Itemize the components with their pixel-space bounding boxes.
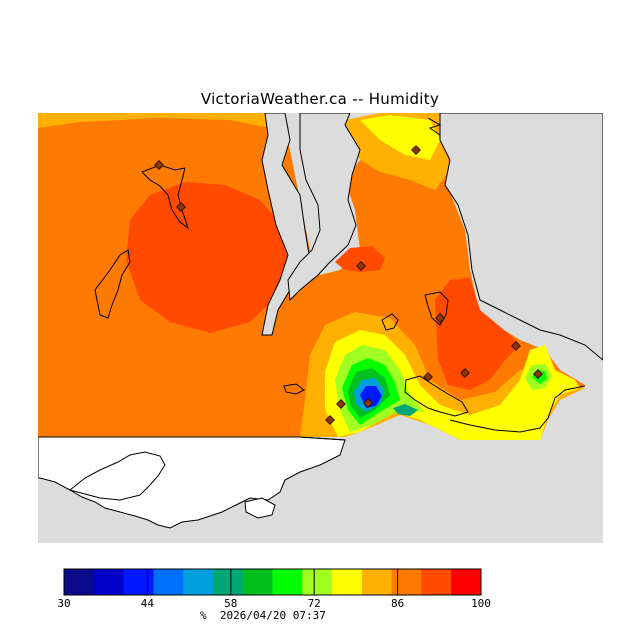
colorbar-segment (451, 569, 482, 595)
colorbar-segment (242, 569, 273, 595)
colorbar-segment (302, 569, 333, 595)
station-8[interactable] (423, 372, 433, 382)
station-6[interactable] (511, 341, 521, 351)
colorbar-segment (183, 569, 214, 595)
map-frame (38, 113, 603, 543)
station-11[interactable] (325, 415, 335, 425)
strait-west (261, 113, 311, 336)
colorbar-segment (64, 569, 95, 595)
colorbar-segment (93, 569, 125, 595)
field-high-east (435, 278, 520, 390)
station-10[interactable] (336, 399, 346, 409)
field-mid-nw (38, 113, 290, 140)
island-3 (424, 291, 449, 326)
field-teal-inlet (393, 404, 418, 416)
colorbar-segment (212, 569, 244, 595)
coast-southeast (449, 385, 586, 433)
station-5[interactable] (435, 313, 445, 323)
station-7[interactable] (460, 368, 470, 378)
colorbar-tick-label: 58 (224, 597, 238, 610)
island-5 (381, 313, 399, 331)
colorbar-segment (361, 569, 393, 595)
field-yellow-ne (360, 115, 440, 160)
field-high-west (126, 182, 288, 333)
legend-caption: % 2026/04/20 07:37 (200, 609, 326, 622)
station-9[interactable] (533, 369, 543, 379)
colorbar-tick-label: 72 (307, 597, 321, 610)
island-2 (94, 249, 131, 319)
field-high-center (335, 246, 385, 272)
inlet-shore (404, 375, 469, 417)
island-1 (141, 164, 189, 230)
timestamp: 2026/04/20 07:37 (219, 609, 326, 622)
station-markers (154, 145, 543, 425)
colorbar-segment (391, 569, 422, 595)
channel-north (287, 113, 361, 302)
colorbar-tick-label: 30 (57, 597, 71, 610)
southern-land-2 (68, 451, 166, 501)
colorbar-segment (272, 569, 303, 595)
island-4 (283, 383, 305, 395)
map-title: VictoriaWeather.ca -- Humidity (200, 90, 440, 108)
station-1[interactable] (154, 160, 164, 170)
bay-east (439, 113, 603, 361)
station-3[interactable] (411, 145, 421, 155)
island-south (244, 497, 276, 519)
coast-east-upper (427, 117, 442, 136)
coast-south (38, 436, 346, 441)
colorbar-tick-label: 86 (390, 597, 405, 610)
colorbar-segment (332, 569, 363, 595)
units-label: % (200, 609, 207, 622)
station-12[interactable] (363, 398, 373, 408)
colorbar-tick-label: 44 (140, 597, 155, 610)
colorbar (63, 568, 482, 596)
colorbar-tick-label: 100 (471, 597, 491, 610)
station-2[interactable] (176, 202, 186, 212)
station-4[interactable] (356, 261, 366, 271)
colorbar-segment (123, 569, 154, 595)
southern-land (38, 436, 346, 529)
colorbar-segment (153, 569, 184, 595)
colorbar-segment (421, 569, 452, 595)
